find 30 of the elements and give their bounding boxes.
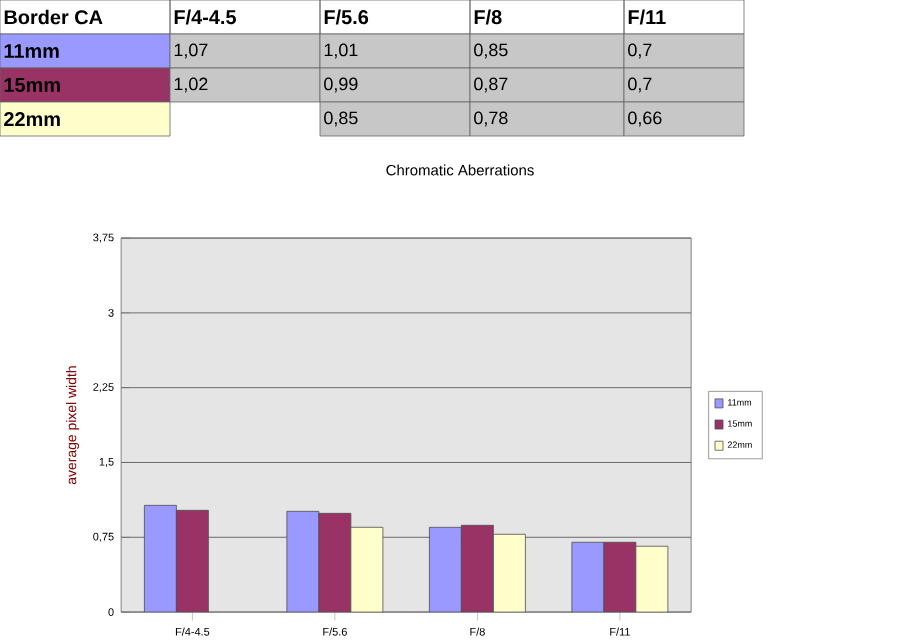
bar (492, 533, 526, 613)
text: 15mm (4, 78, 60, 92)
data-label: 0,78 (474, 111, 508, 127)
text: 22mm (4, 112, 60, 126)
legend-title: Border CA (4, 9, 103, 25)
data-label: 0,85 (474, 43, 508, 59)
text: 11mm (4, 44, 59, 58)
bar (143, 504, 177, 613)
data-label: 1,01 (324, 43, 358, 59)
bar (571, 541, 605, 613)
bar (318, 512, 352, 613)
bar (635, 545, 669, 613)
bar (286, 510, 320, 613)
data-label: 0,99 (324, 77, 358, 93)
category-label: F/5.6 (324, 9, 369, 25)
bar (428, 526, 462, 613)
data-label: 0,7 (628, 43, 652, 59)
category-label: F/4-4.5 (174, 9, 236, 25)
bar (460, 524, 494, 613)
category-label: F/11 (628, 9, 666, 25)
bar (175, 509, 209, 613)
category-label: F/8 (474, 9, 502, 25)
data-label: 0,7 (628, 77, 652, 93)
data-label: 1,02 (174, 77, 208, 93)
bar (350, 526, 384, 613)
bar (603, 541, 637, 613)
data-label: 0,85 (324, 111, 358, 127)
data-label: 0,87 (474, 77, 508, 93)
data-label: 1,07 (174, 43, 208, 59)
data-label: 0,66 (628, 111, 662, 127)
